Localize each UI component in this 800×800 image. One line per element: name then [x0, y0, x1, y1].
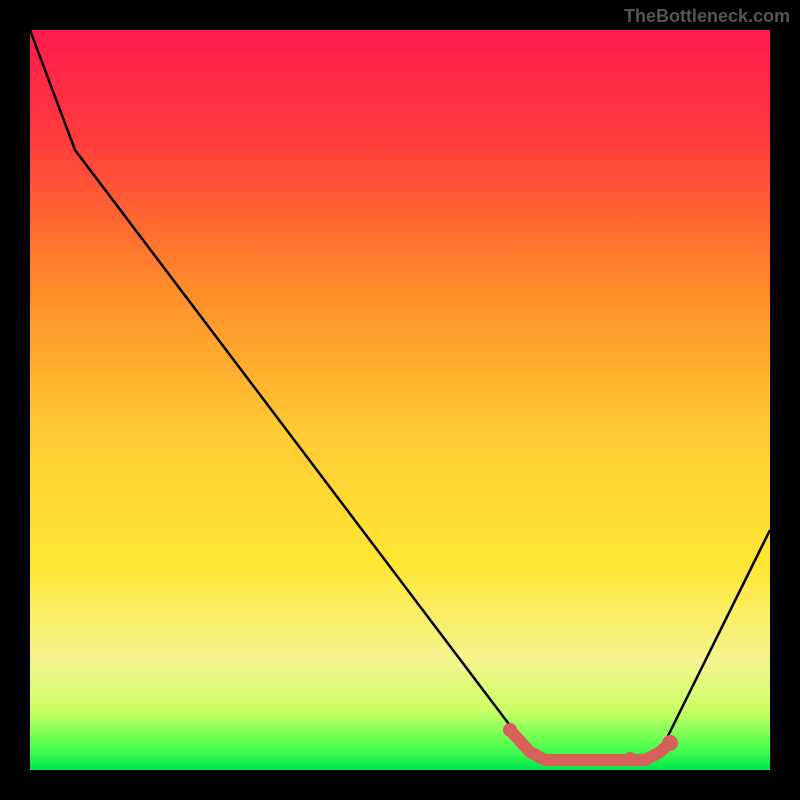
watermark-text: TheBottleneck.com [624, 6, 790, 27]
curve-layer [30, 30, 770, 770]
plot-area [30, 30, 770, 770]
bottleneck-curve [30, 30, 770, 758]
